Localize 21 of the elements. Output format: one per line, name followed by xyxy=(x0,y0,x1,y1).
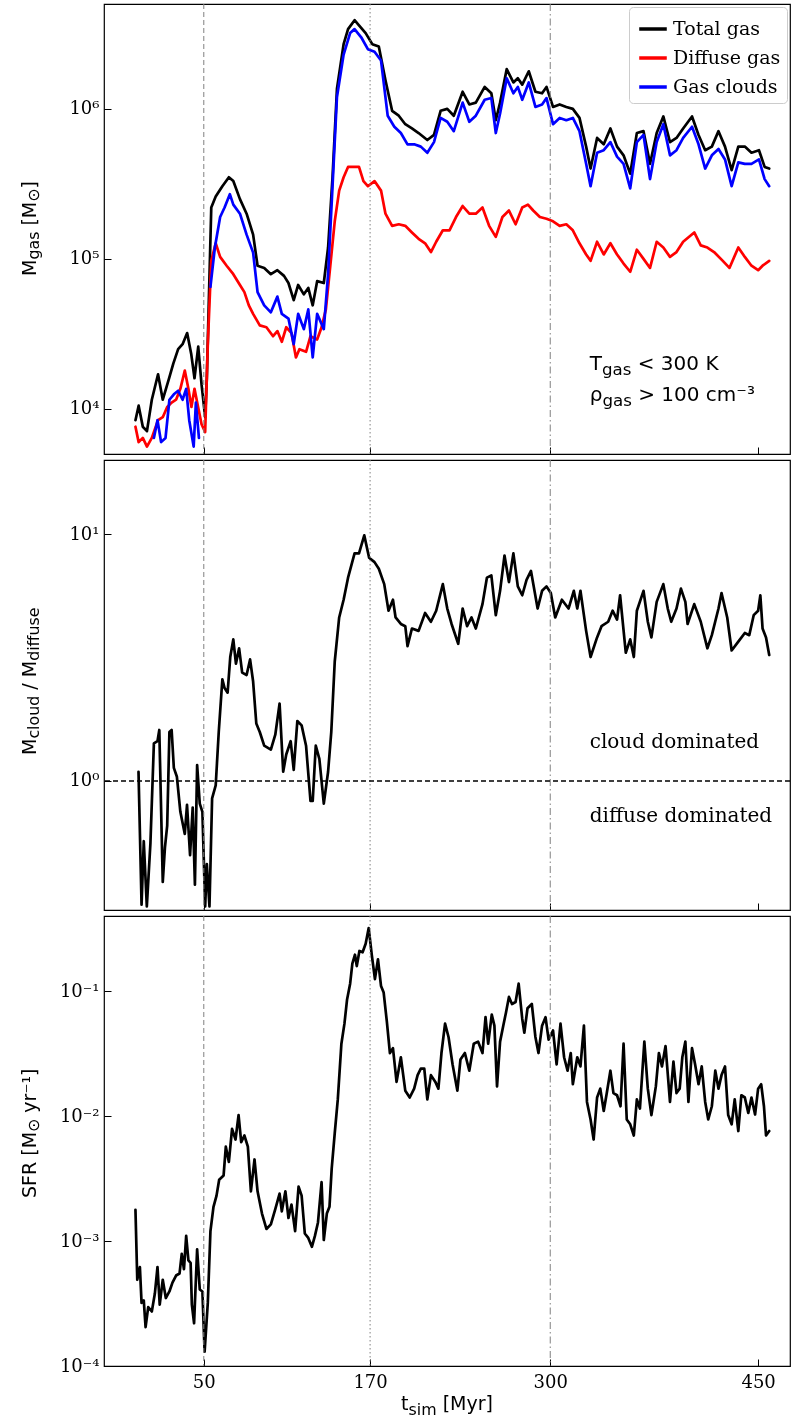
annotation: ρ$_{gas}$ > 100 cm⁻³ xyxy=(589,382,755,411)
legend-label: Gas clouds xyxy=(673,75,778,97)
x-tick-label: 50 xyxy=(192,1370,216,1392)
x-axis-title: t$_{sim}$ [Myr] xyxy=(400,1392,494,1419)
x-tick-label: 170 xyxy=(353,1370,388,1392)
annotation: diffuse dominated xyxy=(589,802,773,827)
legend-label: Diffuse gas xyxy=(673,46,781,68)
x-tick-label: 450 xyxy=(741,1370,776,1392)
y-tick-label: 10⁻² xyxy=(59,1104,100,1126)
y-tick-label: 10⁴ xyxy=(69,397,100,419)
y-tick-label: 10⁻⁴ xyxy=(59,1354,100,1376)
x-tick-label: 300 xyxy=(533,1370,568,1392)
y-tick-label: 10⁰ xyxy=(69,769,100,791)
y-tick-label: 10⁶ xyxy=(69,97,100,119)
y-tick-label: 10⁻¹ xyxy=(59,979,100,1001)
y-tick-label: 10¹ xyxy=(69,522,100,544)
y-tick-label: 10⁵ xyxy=(69,247,100,269)
y-tick-label: 10⁻³ xyxy=(59,1229,100,1251)
annotation: cloud dominated xyxy=(589,728,760,753)
legend-label: Total gas xyxy=(673,17,760,39)
annotation: T$_{gas}$ < 300 K xyxy=(589,350,719,379)
